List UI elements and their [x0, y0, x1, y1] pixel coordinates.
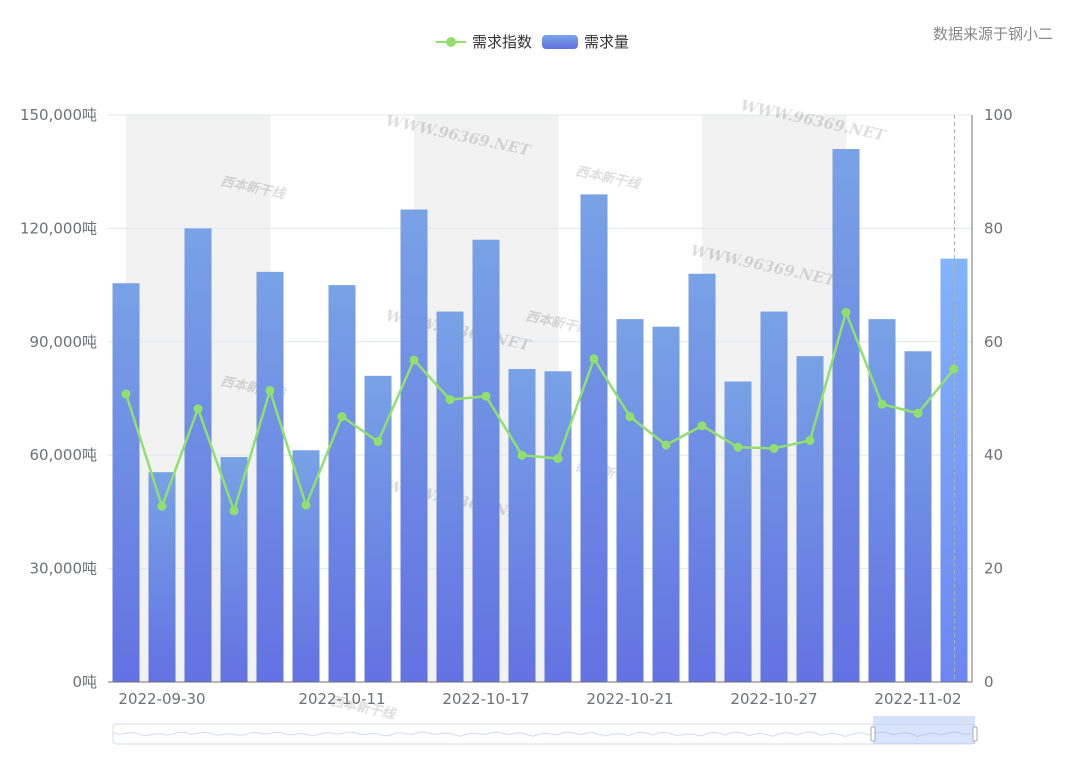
line-point [517, 450, 527, 460]
bar [544, 371, 572, 682]
bar [940, 258, 968, 682]
line-point [697, 421, 707, 431]
bar [508, 369, 536, 682]
bar [724, 381, 752, 682]
x-tick-label: 2022-11-02 [874, 690, 961, 708]
line-point [121, 389, 131, 399]
line-point [661, 440, 671, 450]
line-point [841, 307, 851, 317]
bar [256, 271, 284, 682]
y-right-tick-label: 20 [984, 560, 1003, 578]
y-right-tick-label: 0 [984, 673, 994, 691]
line-point [733, 442, 743, 452]
y-left-tick-label: 30,000吨 [30, 560, 98, 578]
bar [184, 228, 212, 682]
line-point [877, 399, 887, 409]
bar [760, 311, 788, 682]
legend-item-demand-index[interactable]: 需求指数 [436, 31, 532, 52]
x-tick-label: 2022-09-30 [118, 690, 205, 708]
data-source-note: 数据来源于钢小二 [932, 25, 1053, 43]
legend-line-icon [436, 35, 466, 49]
legend-label-demand-index: 需求指数 [472, 33, 533, 51]
chart-legend: 需求指数 需求量 [436, 31, 629, 52]
y-left-tick-label: 0吨 [72, 673, 97, 691]
bar [616, 319, 644, 682]
line-point [229, 506, 239, 516]
zoom-selected-window [873, 724, 975, 744]
bar [688, 273, 716, 682]
legend-item-demand-volume[interactable]: 需求量 [542, 31, 629, 52]
y-axis-left-labels: 0吨 30,000吨 60,000吨 90,000吨 120,000吨 150,000吨 [20, 106, 97, 691]
y-right-tick-label: 80 [984, 219, 1003, 237]
zoom-track [112, 723, 976, 745]
line-point [265, 386, 275, 396]
demand-index-line [124, 308, 955, 515]
legend-label-demand-volume: 需求量 [584, 33, 630, 51]
x-axis-line [108, 115, 973, 683]
x-axis-labels: 2022-09-30 2022-10-11 2022-10-17 2022-10-21… [118, 690, 961, 708]
line-point [553, 454, 563, 464]
y-left-tick-label: 60,000吨 [30, 446, 98, 464]
line-point [157, 501, 167, 511]
line-point [481, 391, 491, 401]
x-tick-label: 2022-10-27 [730, 690, 817, 708]
x-tick-label: 2022-10-17 [442, 690, 529, 708]
line-point [913, 408, 923, 418]
line-point [445, 395, 455, 405]
line-point [337, 412, 347, 422]
bar [832, 149, 860, 682]
bar [472, 239, 500, 683]
x-tick-label: 2022-10-11 [298, 690, 385, 708]
line-series-demand-index [121, 307, 959, 516]
zoom-handle-left [870, 726, 876, 742]
legend-bar-icon [542, 34, 579, 49]
line-point [589, 354, 599, 364]
bar [292, 450, 320, 682]
y-left-tick-label: 120,000吨 [20, 219, 97, 237]
x-tick-label: 2022-10-21 [586, 690, 673, 708]
bar [652, 326, 680, 682]
zoom-preview-line [112, 731, 972, 740]
y-right-tick-label: 40 [984, 446, 1003, 464]
line-point [625, 412, 635, 422]
line-point [301, 500, 311, 510]
zoom-handle-right [972, 726, 978, 742]
data-zoom-slider[interactable] [112, 716, 978, 745]
bar [904, 351, 932, 682]
bar [580, 194, 608, 682]
bar-series-demand-volume [112, 149, 968, 683]
bar [112, 283, 140, 682]
y-left-tick-label: 90,000吨 [30, 333, 98, 351]
line-point [409, 355, 419, 365]
bar [220, 457, 248, 682]
line-point [193, 404, 203, 414]
line-point [949, 364, 959, 374]
y-left-tick-label: 150,000吨 [20, 106, 97, 124]
bar [400, 209, 428, 682]
line-point [373, 437, 383, 447]
bar [868, 319, 896, 682]
y-right-tick-label: 100 [984, 106, 1013, 124]
watermark-text: 西本新干线 [574, 163, 643, 193]
line-point [805, 435, 815, 445]
bar [436, 311, 464, 682]
line-point [769, 443, 779, 453]
y-axis-right-labels: 0 20 40 60 80 100 [984, 106, 1013, 691]
bar [328, 285, 356, 682]
zoom-move-handle [873, 716, 975, 724]
bar [364, 375, 392, 682]
y-right-tick-label: 60 [984, 333, 1003, 351]
